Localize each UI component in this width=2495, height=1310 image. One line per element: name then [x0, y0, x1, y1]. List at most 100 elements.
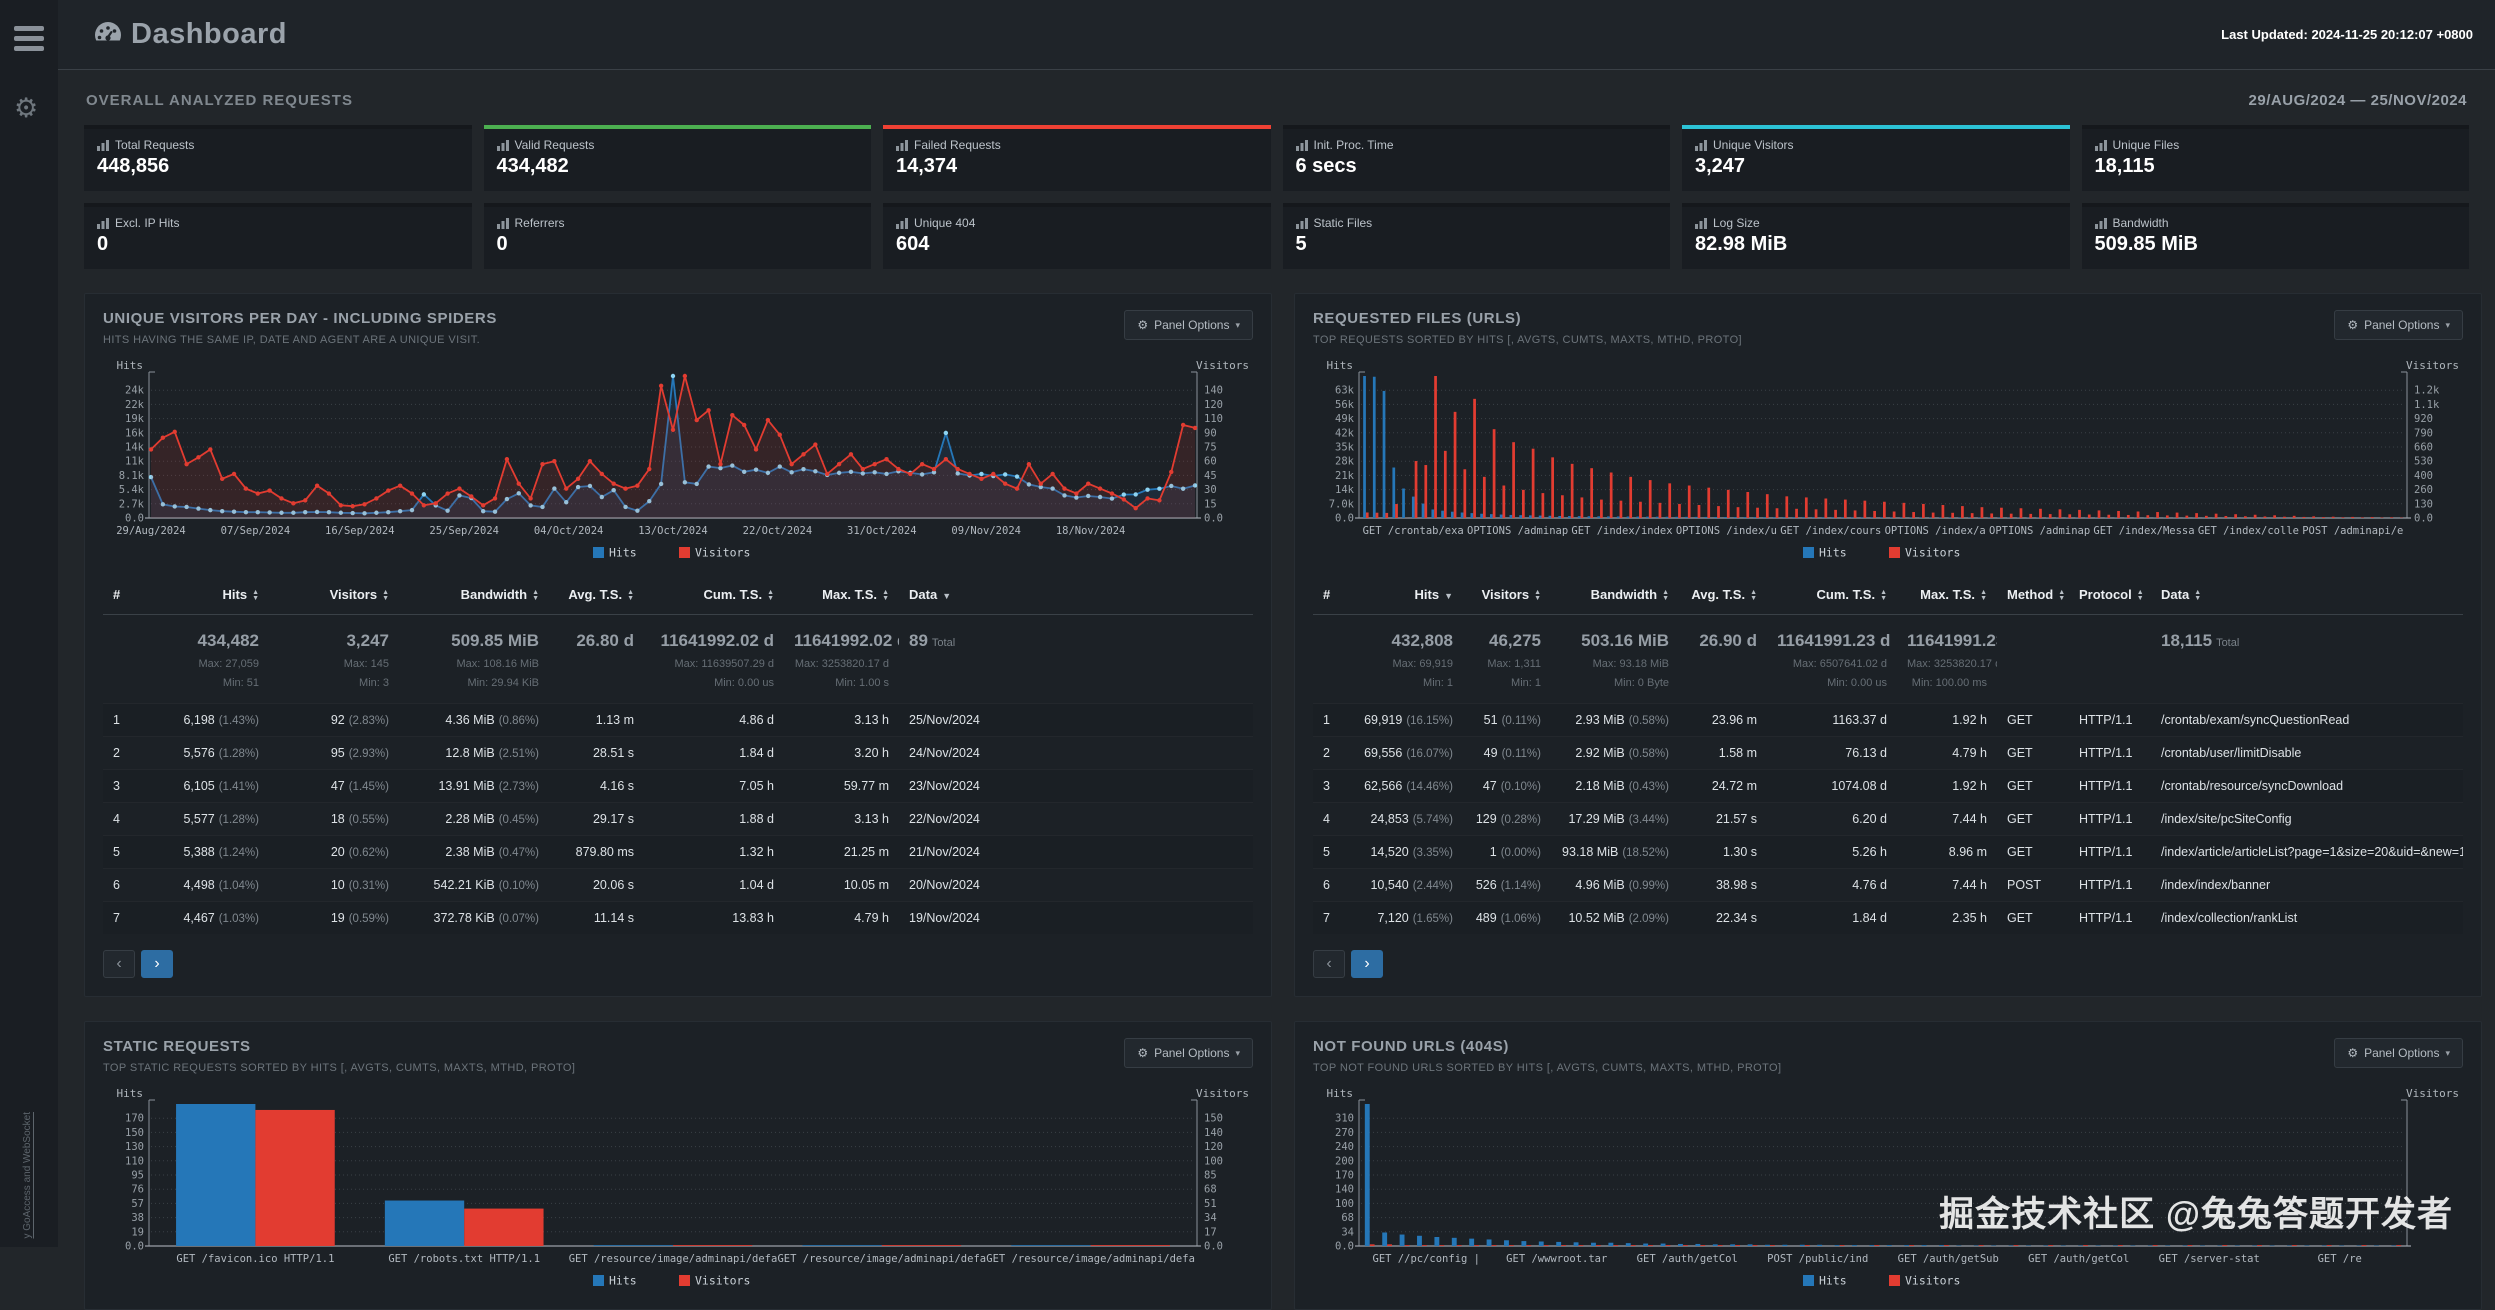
prev-page-button[interactable]: ‹ — [1313, 950, 1345, 978]
column-header-hits[interactable]: Hits▼ — [1345, 577, 1463, 615]
svg-text:14k: 14k — [1335, 484, 1355, 496]
svg-text:200: 200 — [1335, 1155, 1354, 1167]
next-page-button[interactable]: › — [141, 950, 173, 978]
svg-text:Hits: Hits — [117, 360, 144, 372]
column-header--: # — [1313, 577, 1345, 615]
panel-subtitle: TOP REQUESTS SORTED BY HITS [, AVGTS, CU… — [1313, 334, 1742, 346]
column-header-hits[interactable]: Hits▲▼ — [139, 577, 269, 615]
svg-text:0.0: 0.0 — [1204, 513, 1223, 525]
svg-text:150: 150 — [1204, 1113, 1223, 1125]
svg-text:28k: 28k — [1335, 456, 1355, 468]
svg-text:Visitors: Visitors — [2406, 1088, 2459, 1100]
column-header-cum-t-s-[interactable]: Cum. T.S.▲▼ — [1767, 577, 1897, 615]
svg-text:95: 95 — [131, 1170, 144, 1182]
column-header-visitors[interactable]: Visitors▲▼ — [1463, 577, 1551, 615]
column-header-method[interactable]: Method▲▼ — [1997, 577, 2069, 615]
visitors-table: #Hits▲▼Visitors▲▼Bandwidth▲▼Avg. T.S.▲▼C… — [103, 577, 1253, 934]
chevron-down-icon: ▾ — [1235, 1048, 1240, 1059]
svg-text:68: 68 — [1341, 1212, 1354, 1224]
bar-chart-icon — [1296, 140, 1308, 151]
column-header-bandwidth[interactable]: Bandwidth▲▼ — [399, 577, 549, 615]
panel-options-label: Panel Options — [2364, 318, 2439, 332]
panel-options-button[interactable]: ⚙ Panel Options ▾ — [1124, 1038, 1253, 1068]
column-header-avg-t-s-[interactable]: Avg. T.S.▲▼ — [549, 577, 644, 615]
top-navbar: Dashboard Last Updated: 2024-11-25 20:12… — [58, 0, 2495, 70]
svg-text:63k: 63k — [1335, 385, 1355, 397]
column-header-cum-t-s-[interactable]: Cum. T.S.▲▼ — [644, 577, 784, 615]
svg-text:920: 920 — [2414, 413, 2433, 425]
column-header-max-t-s-[interactable]: Max. T.S.▲▼ — [784, 577, 899, 615]
bar-chart-icon — [2095, 218, 2107, 229]
svg-text:42k: 42k — [1335, 427, 1355, 439]
column-header-data[interactable]: Data▲▼ — [2151, 577, 2463, 615]
column-header-bandwidth[interactable]: Bandwidth▲▼ — [1551, 577, 1679, 615]
stat-card-label: Unique 404 — [914, 216, 975, 230]
svg-text:GET //pc/config |: GET //pc/config | — [1373, 1253, 1480, 1265]
svg-text:110: 110 — [1204, 413, 1223, 425]
svg-text:35k: 35k — [1335, 442, 1355, 454]
column-header-data[interactable]: Data▼ — [899, 577, 1253, 615]
panel-title: NOT FOUND URLS (404S) — [1313, 1038, 1781, 1055]
stat-card-value: 3,247 — [1695, 155, 2057, 178]
svg-text:120: 120 — [1204, 399, 1223, 411]
svg-text:68: 68 — [1204, 1184, 1217, 1196]
footer-credit-vertical: y GoAccess and WebSocket — [22, 1112, 33, 1239]
svg-text:310: 310 — [1335, 1113, 1354, 1125]
svg-text:60: 60 — [1204, 456, 1217, 468]
column-header-protocol[interactable]: Protocol▲▼ — [2069, 577, 2151, 615]
svg-text:260: 260 — [2414, 484, 2433, 496]
stat-card-value: 82.98 MiB — [1695, 233, 2057, 256]
panel-subtitle: HITS HAVING THE SAME IP, DATE AND AGENT … — [103, 334, 497, 346]
app-title: Dashboard — [131, 18, 287, 51]
svg-text:GET /auth/getCol: GET /auth/getCol — [2028, 1253, 2129, 1265]
column-header-max-t-s-[interactable]: Max. T.S.▲▼ — [1897, 577, 1997, 615]
pagination: ‹ › — [103, 950, 1253, 978]
panel-options-button[interactable]: ⚙ Panel Options ▾ — [2334, 1038, 2463, 1068]
settings-gear-icon[interactable]: ⚙ — [14, 95, 58, 122]
bar-chart-icon — [1695, 140, 1707, 151]
svg-text:Hits: Hits — [609, 1274, 637, 1288]
svg-text:GET /favicon.ico HTTP/1.1: GET /favicon.ico HTTP/1.1 — [176, 1253, 334, 1265]
panel-options-button[interactable]: ⚙ Panel Options ▾ — [2334, 310, 2463, 340]
svg-text:19: 19 — [131, 1226, 144, 1238]
watermark-text: 掘金技术社区 @兔兔答题开发者 — [1939, 1186, 2453, 1237]
stat-card-value: 0 — [97, 233, 459, 256]
stat-card-value: 604 — [896, 233, 1258, 256]
svg-text:GET /wwwroot.tar: GET /wwwroot.tar — [1506, 1253, 1607, 1265]
column-header-visitors[interactable]: Visitors▲▼ — [269, 577, 399, 615]
svg-text:16/Sep/2024: 16/Sep/2024 — [325, 525, 395, 537]
column-header-avg-t-s-[interactable]: Avg. T.S.▲▼ — [1679, 577, 1767, 615]
prev-page-button[interactable]: ‹ — [103, 950, 135, 978]
svg-text:POST /adminapi/e: POST /adminapi/e — [2302, 525, 2403, 537]
pagination: ‹ › — [1313, 950, 2463, 978]
menu-toggle-icon[interactable] — [14, 26, 58, 51]
svg-text:GET /index/index: GET /index/index — [1571, 525, 1672, 537]
svg-text:110: 110 — [125, 1155, 144, 1167]
panel-options-button[interactable]: ⚙ Panel Options ▾ — [1124, 310, 1253, 340]
svg-text:170: 170 — [125, 1113, 144, 1125]
svg-text:0.0: 0.0 — [2414, 513, 2433, 525]
svg-text:OPTIONS /index/u: OPTIONS /index/u — [1676, 525, 1777, 537]
svg-text:04/Oct/2024: 04/Oct/2024 — [534, 525, 604, 537]
next-page-button[interactable]: › — [1351, 950, 1383, 978]
svg-text:Visitors: Visitors — [695, 546, 750, 560]
stat-card-value: 509.85 MiB — [2095, 233, 2457, 256]
